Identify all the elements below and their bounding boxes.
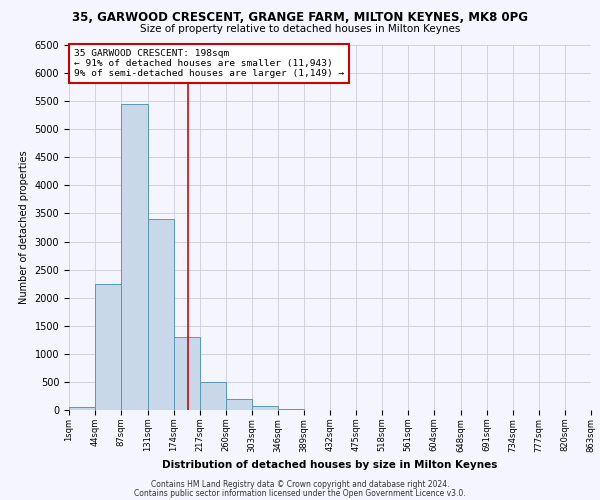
Bar	[95, 284, 121, 410]
Bar	[252, 406, 278, 410]
Bar	[121, 104, 148, 410]
Text: 35, GARWOOD CRESCENT, GRANGE FARM, MILTON KEYNES, MK8 0PG: 35, GARWOOD CRESCENT, GRANGE FARM, MILTO…	[72, 11, 528, 24]
Bar	[174, 337, 200, 410]
Text: Contains HM Land Registry data © Crown copyright and database right 2024.: Contains HM Land Registry data © Crown c…	[151, 480, 449, 489]
Bar	[69, 407, 95, 410]
Text: 35 GARWOOD CRESCENT: 198sqm
← 91% of detached houses are smaller (11,943)
9% of : 35 GARWOOD CRESCENT: 198sqm ← 91% of det…	[74, 48, 344, 78]
Bar	[148, 219, 174, 410]
Bar	[278, 408, 304, 410]
Y-axis label: Number of detached properties: Number of detached properties	[19, 150, 29, 304]
X-axis label: Distribution of detached houses by size in Milton Keynes: Distribution of detached houses by size …	[163, 460, 497, 470]
Text: Contains public sector information licensed under the Open Government Licence v3: Contains public sector information licen…	[134, 488, 466, 498]
Bar	[200, 382, 226, 410]
Text: Size of property relative to detached houses in Milton Keynes: Size of property relative to detached ho…	[140, 24, 460, 34]
Bar	[226, 400, 252, 410]
